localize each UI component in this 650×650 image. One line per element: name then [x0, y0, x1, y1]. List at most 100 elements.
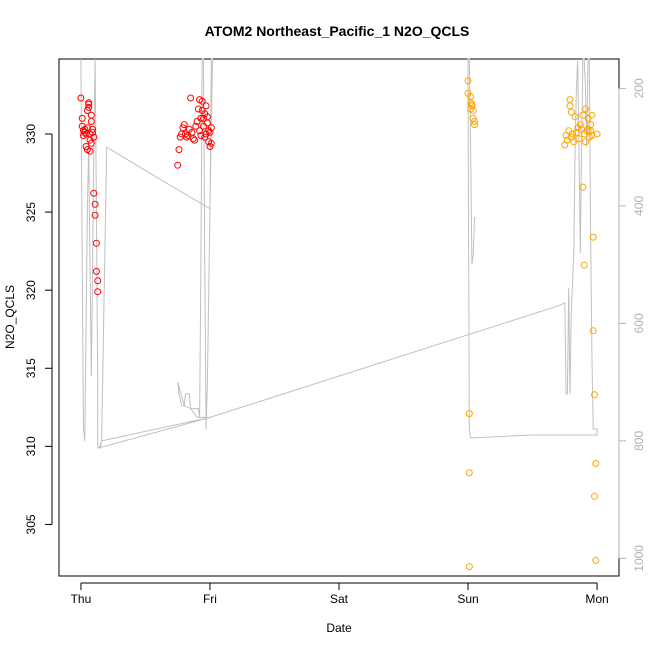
data-point — [187, 94, 195, 102]
data-point — [87, 139, 95, 147]
data-point — [465, 410, 473, 418]
y-tick-label: 320 — [24, 280, 38, 300]
plot-frame — [58, 58, 620, 577]
data-point — [571, 113, 579, 121]
data-point — [92, 267, 100, 275]
data-point — [179, 124, 187, 132]
data-point — [92, 239, 100, 247]
data-point — [587, 121, 595, 129]
data-point — [207, 124, 215, 132]
data-point — [566, 96, 574, 104]
data-point — [593, 130, 601, 138]
data-point — [565, 127, 573, 135]
data-point — [589, 327, 597, 335]
data-point — [94, 288, 102, 296]
y2-tick-label: 400 — [632, 196, 646, 216]
data-point — [575, 135, 583, 143]
data-point — [196, 127, 204, 135]
x-tick-label: Fri — [203, 592, 217, 606]
data-point — [87, 118, 95, 125]
data-point — [570, 138, 578, 146]
data-point — [591, 492, 598, 500]
data-point — [587, 127, 595, 135]
data-point — [180, 121, 188, 129]
data-point — [175, 146, 183, 154]
data-point — [589, 233, 597, 241]
y-tick-label: 310 — [24, 436, 38, 456]
data-point — [87, 111, 95, 119]
x-axis-label: Date — [326, 621, 352, 635]
data-point — [592, 556, 600, 564]
data-point — [592, 460, 600, 467]
chart-title: ATOM2 Northeast_Pacific_1 N2O_QCLS — [205, 23, 470, 39]
data-point — [569, 130, 576, 138]
data-point — [464, 77, 472, 85]
y-tick-label: 305 — [24, 514, 38, 534]
data-point — [189, 135, 197, 143]
y2-tick-label: 200 — [632, 78, 646, 98]
data-point — [579, 183, 587, 191]
data-point — [198, 97, 206, 105]
x-tick-label: Sun — [457, 592, 478, 606]
data-point — [200, 114, 207, 122]
data-point — [78, 114, 86, 122]
y2-tick-label: 800 — [632, 431, 646, 451]
data-point — [580, 261, 588, 269]
data-point — [194, 105, 202, 113]
series-points — [77, 77, 601, 571]
data-point — [582, 105, 589, 113]
y-tick-label: 315 — [24, 358, 38, 378]
data-point — [566, 102, 574, 110]
data-point — [467, 93, 475, 100]
data-point — [583, 127, 591, 135]
data-point — [202, 102, 210, 110]
data-point — [82, 143, 90, 150]
data-point — [465, 563, 473, 571]
data-point — [203, 119, 211, 127]
x-tick-label: Thu — [71, 592, 92, 606]
data-point — [86, 147, 94, 155]
data-point — [465, 469, 473, 477]
data-point — [191, 136, 198, 144]
data-point — [588, 111, 596, 119]
data-point — [192, 122, 200, 130]
data-point — [579, 111, 587, 119]
data-point — [85, 103, 93, 111]
data-point — [90, 189, 98, 197]
data-point — [582, 138, 589, 146]
data-point — [89, 125, 96, 133]
data-point — [471, 121, 478, 129]
data-point — [201, 133, 209, 141]
series-line — [80, 58, 598, 449]
x-tick-label: Mon — [585, 592, 608, 606]
x-tick-label: Sat — [330, 592, 349, 606]
data-point — [206, 143, 214, 150]
y2-axis: 200 400 600 800 1000 — [618, 78, 646, 572]
data-point — [207, 139, 215, 147]
y-axis: 305 310 315 320 325 330 — [24, 124, 53, 534]
data-point — [471, 118, 478, 125]
data-point — [178, 130, 186, 138]
data-point — [183, 133, 191, 141]
data-point — [188, 128, 196, 136]
data-point — [567, 108, 575, 116]
x-axis: Thu Fri Sat Sun Mon — [71, 582, 609, 606]
data-point — [91, 211, 99, 219]
y2-tick-label: 1000 — [632, 545, 646, 572]
data-point — [85, 99, 93, 107]
data-point — [469, 107, 477, 114]
data-point — [90, 133, 98, 141]
data-point — [89, 128, 96, 136]
data-point — [197, 114, 205, 122]
y-axis-label: N2O_QCLS — [3, 285, 17, 349]
y2-tick-label: 600 — [632, 313, 646, 333]
y-tick-label: 325 — [24, 202, 38, 222]
y-tick-label: 330 — [24, 124, 38, 144]
data-point — [77, 94, 85, 102]
data-point — [591, 391, 598, 399]
data-point — [82, 130, 90, 138]
data-point — [94, 277, 102, 285]
data-point — [174, 161, 182, 169]
data-point — [572, 128, 580, 136]
